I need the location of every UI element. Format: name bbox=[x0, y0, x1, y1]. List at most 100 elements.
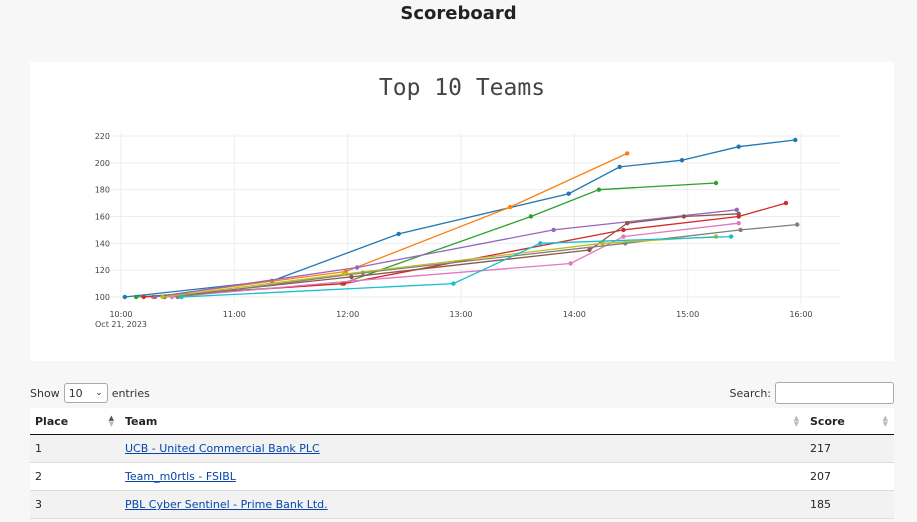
place-cell: 3 bbox=[30, 490, 120, 519]
x-axis-date-label: Oct 21, 2023 bbox=[95, 320, 147, 329]
data-point bbox=[728, 234, 734, 239]
data-point bbox=[528, 214, 534, 219]
data-point bbox=[783, 200, 789, 206]
table-controls: Show 10 ⌄ entries Search: bbox=[30, 381, 894, 405]
data-point bbox=[568, 261, 573, 266]
x-tick-label: 15:00 bbox=[676, 310, 699, 319]
y-tick-label: 120 bbox=[95, 266, 110, 275]
data-point bbox=[795, 222, 800, 227]
data-point bbox=[349, 274, 354, 280]
data-point bbox=[179, 294, 184, 300]
series-line bbox=[124, 139, 796, 298]
series-2 bbox=[150, 151, 630, 300]
x-tick-label: 13:00 bbox=[449, 310, 472, 319]
team-cell: UCB - United Commercial Bank PLC bbox=[120, 434, 805, 463]
column-header-score-label: Score bbox=[810, 414, 845, 428]
series-line bbox=[162, 235, 717, 298]
series-line bbox=[154, 209, 737, 298]
column-header-place-label: Place bbox=[35, 414, 69, 428]
data-point bbox=[175, 294, 180, 300]
sort-icon: ▲ ▼ bbox=[793, 414, 799, 428]
series-6 bbox=[162, 211, 741, 300]
x-tick-label: 14:00 bbox=[563, 310, 586, 319]
series-line bbox=[143, 202, 787, 298]
scoreboard-table: Place ▲ ▼ Team ▲ ▼ Score ▲ ▼ 1 UCB - United… bbox=[30, 408, 894, 519]
data-point bbox=[122, 294, 128, 300]
data-point bbox=[681, 214, 687, 219]
data-point bbox=[621, 234, 626, 239]
series-8 bbox=[175, 222, 800, 300]
team-link[interactable]: PBL Cyber Sentinel - Prime Bank Ltd. bbox=[125, 498, 328, 511]
series-10 bbox=[179, 234, 734, 300]
data-point bbox=[341, 281, 347, 286]
chart-grid bbox=[110, 133, 840, 304]
chevron-down-icon: ⌄ bbox=[95, 388, 103, 398]
chart-title: Top 10 Teams bbox=[379, 75, 545, 101]
entries-select[interactable]: 10 ⌄ bbox=[63, 383, 108, 403]
score-chart: Top 10 Teams 100 120 140 160 180 200 220 10:00… bbox=[95, 75, 840, 329]
score-cell: 207 bbox=[805, 462, 894, 491]
data-point bbox=[538, 241, 543, 246]
series-7 bbox=[169, 221, 741, 300]
column-header-place[interactable]: Place ▲ ▼ bbox=[30, 408, 120, 435]
data-point bbox=[451, 281, 456, 286]
entries-label: entries bbox=[111, 386, 150, 400]
place-cell: 1 bbox=[30, 434, 120, 463]
data-point bbox=[354, 265, 360, 270]
x-axis-ticks: 10:00 11:00 12:00 13:00 14:00 15:00 16:00 bbox=[109, 310, 812, 319]
entries-select-value: 10 bbox=[68, 386, 83, 400]
x-tick-label: 10:00 bbox=[109, 310, 132, 319]
place-cell: 2 bbox=[30, 462, 120, 491]
sort-ascending-icon: ▲ ▼ bbox=[108, 414, 114, 428]
data-point bbox=[141, 294, 146, 300]
data-point bbox=[152, 294, 158, 300]
data-point bbox=[738, 227, 743, 233]
score-cell: 185 bbox=[805, 490, 894, 519]
data-point bbox=[736, 221, 741, 226]
y-tick-label: 140 bbox=[95, 239, 110, 248]
data-point bbox=[736, 211, 741, 216]
series-5 bbox=[152, 207, 739, 300]
table-row: 2 Team_m0rtls - FSIBL 207 bbox=[30, 462, 894, 491]
y-tick-label: 180 bbox=[95, 186, 110, 195]
series-line bbox=[181, 235, 732, 298]
page-header: Scoreboard bbox=[0, 0, 917, 30]
x-tick-label: 11:00 bbox=[223, 310, 246, 319]
table-row: 3 PBL Cyber Sentinel - Prime Bank Ltd. 1… bbox=[30, 490, 894, 519]
data-point bbox=[625, 151, 630, 156]
data-point bbox=[566, 191, 571, 196]
data-point bbox=[160, 294, 165, 300]
data-point bbox=[351, 278, 356, 284]
table-header-row: Place ▲ ▼ Team ▲ ▼ Score ▲ ▼ bbox=[30, 408, 894, 435]
data-point bbox=[736, 144, 741, 149]
data-point bbox=[341, 272, 347, 277]
data-point bbox=[679, 158, 685, 163]
x-tick-label: 16:00 bbox=[789, 310, 812, 319]
column-header-team[interactable]: Team ▲ ▼ bbox=[120, 408, 805, 435]
data-point bbox=[600, 241, 605, 246]
chart-card: Top 10 Teams 100 120 140 160 180 200 220 10:00… bbox=[30, 62, 894, 361]
y-tick-label: 160 bbox=[95, 213, 110, 222]
team-link[interactable]: Team_m0rtls - FSIBL bbox=[125, 470, 236, 483]
x-tick-label: 12:00 bbox=[336, 310, 359, 319]
data-point bbox=[734, 207, 739, 212]
data-point bbox=[596, 187, 602, 192]
sort-icon: ▲ ▼ bbox=[882, 414, 888, 428]
data-point bbox=[507, 204, 513, 210]
page-title: Scoreboard bbox=[400, 3, 517, 24]
column-header-score[interactable]: Score ▲ ▼ bbox=[805, 408, 894, 435]
data-point bbox=[551, 227, 556, 233]
score-cell: 217 bbox=[805, 434, 894, 463]
data-point bbox=[621, 227, 626, 233]
table-row: 1 UCB - United Commercial Bank PLC 217 bbox=[30, 434, 894, 463]
chart-series bbox=[122, 137, 800, 300]
search-input[interactable] bbox=[775, 382, 894, 404]
data-point bbox=[713, 180, 719, 186]
team-link[interactable]: UCB - United Commercial Bank PLC bbox=[125, 442, 320, 455]
data-point bbox=[617, 164, 622, 170]
y-tick-label: 100 bbox=[95, 293, 110, 302]
entries-length-control: Show 10 ⌄ entries bbox=[30, 381, 150, 405]
search-label: Search: bbox=[729, 386, 772, 400]
column-header-team-label: Team bbox=[125, 414, 158, 428]
data-point bbox=[793, 137, 798, 143]
